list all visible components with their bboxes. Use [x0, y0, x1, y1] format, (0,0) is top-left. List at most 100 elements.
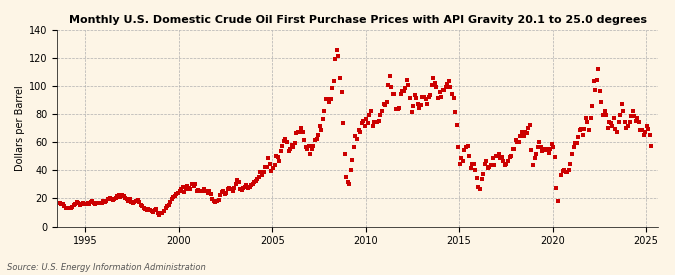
Point [498, 159, 509, 163]
Point [223, 187, 234, 191]
Point [422, 101, 433, 106]
Point [587, 104, 597, 109]
Point [350, 134, 361, 138]
Point [641, 124, 652, 128]
Point [397, 89, 408, 93]
Point [565, 162, 576, 166]
Point [342, 180, 353, 185]
Point [72, 200, 82, 204]
Point [271, 153, 281, 158]
Point [305, 152, 316, 156]
Point [99, 200, 110, 204]
Point [254, 174, 265, 179]
Point [211, 199, 222, 204]
Point [300, 145, 311, 149]
Point [492, 153, 503, 158]
Point [613, 120, 624, 124]
Point [400, 86, 411, 90]
Point [439, 87, 450, 92]
Point [338, 121, 348, 125]
Point [510, 138, 521, 142]
Point [250, 179, 261, 183]
Point [433, 96, 443, 100]
Point [153, 211, 163, 215]
Point [73, 201, 84, 205]
Point [78, 201, 88, 205]
Point [202, 191, 213, 195]
Point [391, 107, 402, 111]
Point [101, 198, 112, 203]
Point [68, 203, 79, 207]
Point [398, 89, 409, 93]
Point [325, 97, 336, 102]
Point [515, 134, 526, 138]
Point [607, 124, 618, 128]
Point [371, 120, 381, 124]
Point [630, 118, 641, 123]
Point [323, 100, 334, 104]
Point [169, 194, 180, 199]
Point [119, 196, 130, 200]
Point [187, 182, 198, 187]
Point [313, 132, 323, 137]
Point [113, 193, 124, 197]
Point [306, 146, 317, 151]
Point [103, 197, 113, 201]
Point [584, 128, 595, 133]
Point [443, 79, 454, 83]
Point [65, 206, 76, 210]
Point [367, 124, 378, 128]
Point [155, 211, 166, 215]
Point [387, 92, 398, 96]
Point [290, 141, 300, 145]
Point [487, 156, 498, 161]
Point [146, 209, 157, 213]
Point [458, 159, 468, 163]
Point [126, 200, 137, 204]
Point [335, 76, 346, 81]
Point [310, 138, 321, 142]
Point [244, 184, 255, 189]
Point [288, 145, 298, 149]
Point [266, 169, 277, 173]
Point [243, 186, 254, 190]
Point [389, 92, 400, 96]
Point [418, 94, 429, 99]
Point [490, 153, 501, 158]
Point [247, 182, 258, 186]
Point [70, 202, 80, 206]
Point [638, 132, 649, 137]
Point [321, 97, 331, 102]
Point [207, 197, 217, 201]
Point [615, 113, 626, 117]
Point [159, 209, 169, 213]
Point [160, 205, 171, 210]
Point [464, 153, 475, 158]
Point [632, 116, 643, 120]
Point [87, 198, 98, 203]
Point [210, 200, 221, 204]
Point [429, 80, 440, 85]
Point [173, 191, 184, 195]
Point [591, 78, 602, 82]
Point [97, 200, 107, 205]
Point [528, 163, 539, 168]
Point [493, 152, 504, 156]
Point [331, 47, 342, 52]
Point [246, 183, 256, 187]
Point [140, 207, 151, 211]
Point [566, 152, 577, 156]
Point [571, 141, 582, 145]
Point [348, 145, 359, 149]
Point [355, 130, 366, 134]
Point [344, 182, 355, 186]
Point [459, 148, 470, 152]
Point [406, 110, 417, 114]
Point [572, 135, 583, 140]
Point [489, 163, 500, 168]
Point [476, 177, 487, 182]
Point [436, 94, 447, 99]
Point [509, 146, 520, 151]
Point [521, 131, 532, 135]
Point [122, 197, 132, 201]
